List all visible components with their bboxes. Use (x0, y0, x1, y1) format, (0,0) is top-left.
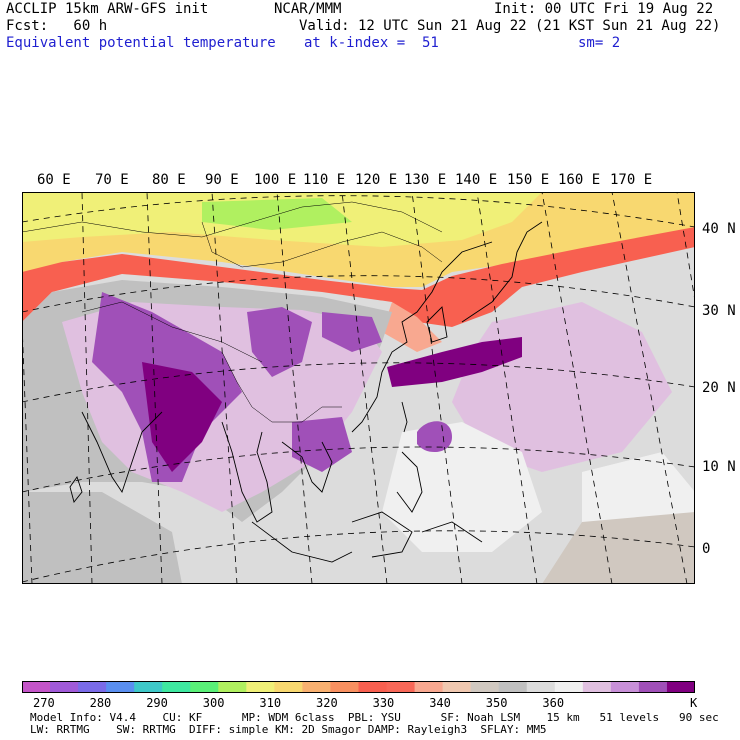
coastlines (69, 221, 543, 563)
lat-label: 20 N (702, 380, 736, 396)
lon-label: 160 E (558, 172, 601, 188)
theta-e-map (22, 192, 695, 584)
colorbar-tick-label: 280 (89, 696, 112, 710)
indochina-purple (292, 417, 352, 472)
forecast-hour: Fcst: 60 h (6, 18, 108, 34)
colorbar-swatch (218, 681, 247, 693)
lat-label: 0 (702, 541, 711, 557)
colorbar-tick-label: 290 (146, 696, 168, 710)
tibet-purple (247, 307, 312, 377)
lon-label: 130 E (404, 172, 447, 188)
colorbar-swatch (638, 681, 668, 693)
colorbar-frame (22, 681, 695, 693)
colorbar-swatch (442, 681, 472, 693)
lat-label: 30 N (702, 303, 736, 319)
lat-label: 10 N (702, 459, 736, 475)
smoothing-info: sm= 2 (578, 35, 621, 51)
china-purple (322, 312, 382, 352)
title-org: NCAR/MMM (274, 1, 342, 17)
lon-label: 90 E (205, 172, 239, 188)
colorbar-swatch (358, 681, 388, 693)
colorbar-tick-label: 360 (542, 696, 565, 710)
lon-label: 140 E (455, 172, 498, 188)
graticule (22, 192, 695, 584)
init-time: Init: 00 UTC Fri 19 Aug 22 (494, 1, 714, 17)
lon-label: 110 E (303, 172, 346, 188)
colorbar-swatch (610, 681, 640, 693)
colorbar-tick-label: 330 (372, 696, 395, 710)
colorbar-swatch (106, 681, 135, 693)
colorbar-tick-label: 350 (485, 696, 508, 710)
colorbar-swatch (414, 681, 444, 693)
colorbar-swatch (134, 681, 163, 693)
valid-time: Valid: 12 UTC Sun 21 Aug 22 (21 KST Sun … (299, 18, 721, 34)
coastal-orange (382, 302, 442, 352)
colorbar-swatch (470, 681, 500, 693)
lon-label: 80 E (152, 172, 186, 188)
colorbar-unit: K (690, 696, 698, 710)
white-ocean-patch (382, 422, 542, 552)
field-name: Equivalent potential temperature (6, 35, 276, 51)
colorbar-tick-label: 270 (33, 696, 55, 710)
country-borders (22, 201, 443, 423)
colorbar-swatch (302, 681, 331, 693)
colorbar (22, 681, 695, 693)
map-frame (22, 192, 695, 584)
lon-label: 70 E (95, 172, 129, 188)
lon-label: 60 E (37, 172, 71, 188)
model-info-line1: Model Info: V4.4 CU: KF MP: WDM 6class P… (30, 711, 719, 724)
colorbar-swatch (666, 681, 695, 693)
colorbar-swatch (386, 681, 416, 693)
colorbar-swatch (554, 681, 584, 693)
colorbar-swatch (190, 681, 219, 693)
colorbar-swatch (22, 681, 51, 693)
southeast-grey (542, 512, 695, 584)
colorbar-swatch (498, 681, 528, 693)
southwest-grey (22, 492, 182, 584)
colorbar-swatch (526, 681, 556, 693)
india-dark-purple (142, 362, 222, 472)
colorbar-tick-label: 340 (429, 696, 451, 710)
orange-front (22, 227, 695, 327)
model-info-line2: LW: RRTMG SW: RRTMG DIFF: simple KM: 2D … (30, 723, 547, 736)
lon-label: 150 E (507, 172, 550, 188)
colorbar-swatch (330, 681, 359, 693)
lat-label: 40 N (702, 221, 736, 237)
colorbar-tick-label: 320 (316, 696, 338, 710)
colorbar-swatch (582, 681, 612, 693)
colorbar-swatch (274, 681, 303, 693)
title-model: ACCLIP 15km ARW-GFS init (6, 1, 209, 17)
colorbar-swatch (246, 681, 275, 693)
lon-label: 170 E (610, 172, 653, 188)
typhoon-core (417, 421, 452, 453)
colorbar-swatch (50, 681, 79, 693)
level-info: at k-index = 51 (304, 35, 439, 51)
lon-label: 100 E (254, 172, 297, 188)
colorbar-tick-label: 310 (259, 696, 282, 710)
typhoon-band-purple (387, 337, 522, 387)
colorbar-swatch (78, 681, 107, 693)
lon-label: 120 E (355, 172, 398, 188)
colorbar-tick-label: 300 (202, 696, 225, 710)
colorbar-swatch (162, 681, 191, 693)
